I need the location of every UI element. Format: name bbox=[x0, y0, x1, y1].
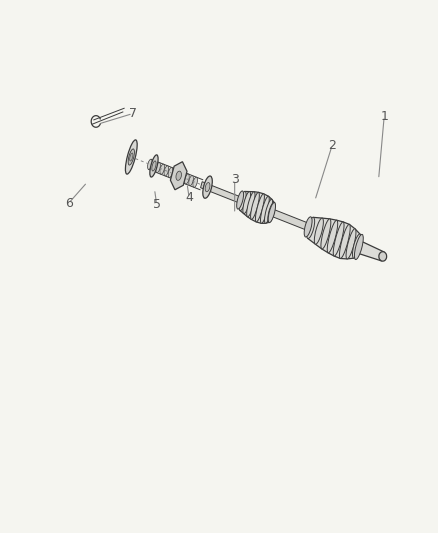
Text: 4: 4 bbox=[185, 191, 193, 205]
Ellipse shape bbox=[246, 192, 254, 217]
Polygon shape bbox=[200, 182, 239, 203]
Ellipse shape bbox=[184, 174, 189, 184]
Ellipse shape bbox=[353, 235, 362, 260]
Ellipse shape bbox=[339, 224, 350, 259]
Ellipse shape bbox=[345, 229, 355, 259]
Ellipse shape bbox=[152, 161, 156, 171]
Text: 2: 2 bbox=[328, 139, 336, 152]
Ellipse shape bbox=[314, 218, 323, 244]
Ellipse shape bbox=[236, 191, 243, 209]
Ellipse shape bbox=[205, 183, 209, 192]
Ellipse shape bbox=[239, 191, 246, 211]
Ellipse shape bbox=[242, 191, 250, 214]
Ellipse shape bbox=[147, 159, 152, 169]
Ellipse shape bbox=[180, 172, 185, 182]
Ellipse shape bbox=[172, 169, 177, 179]
Ellipse shape bbox=[255, 194, 264, 222]
Ellipse shape bbox=[202, 176, 212, 198]
Ellipse shape bbox=[268, 203, 275, 223]
Ellipse shape bbox=[378, 252, 386, 261]
Ellipse shape bbox=[320, 219, 330, 249]
Ellipse shape bbox=[155, 163, 160, 173]
Ellipse shape bbox=[192, 177, 197, 187]
Ellipse shape bbox=[306, 217, 314, 238]
Polygon shape bbox=[358, 241, 383, 261]
Ellipse shape bbox=[332, 222, 343, 256]
Ellipse shape bbox=[250, 192, 259, 220]
Ellipse shape bbox=[168, 167, 172, 177]
Ellipse shape bbox=[152, 161, 156, 171]
Ellipse shape bbox=[176, 171, 181, 180]
Ellipse shape bbox=[129, 153, 133, 161]
Ellipse shape bbox=[159, 164, 164, 174]
Text: 1: 1 bbox=[379, 110, 387, 123]
Ellipse shape bbox=[149, 155, 158, 177]
Text: 6: 6 bbox=[64, 197, 72, 209]
Text: 7: 7 bbox=[128, 107, 137, 120]
Ellipse shape bbox=[164, 166, 168, 176]
Polygon shape bbox=[240, 191, 273, 223]
Polygon shape bbox=[170, 161, 187, 190]
Ellipse shape bbox=[352, 234, 360, 259]
Ellipse shape bbox=[260, 196, 268, 223]
Ellipse shape bbox=[264, 199, 272, 223]
Text: 5: 5 bbox=[152, 198, 160, 211]
Ellipse shape bbox=[128, 149, 134, 165]
Ellipse shape bbox=[188, 175, 193, 185]
Text: 3: 3 bbox=[230, 173, 238, 186]
Polygon shape bbox=[270, 209, 339, 243]
Polygon shape bbox=[307, 217, 359, 259]
Ellipse shape bbox=[267, 203, 275, 222]
Ellipse shape bbox=[125, 140, 137, 174]
Ellipse shape bbox=[326, 220, 337, 253]
Ellipse shape bbox=[176, 171, 180, 181]
Ellipse shape bbox=[304, 217, 311, 237]
